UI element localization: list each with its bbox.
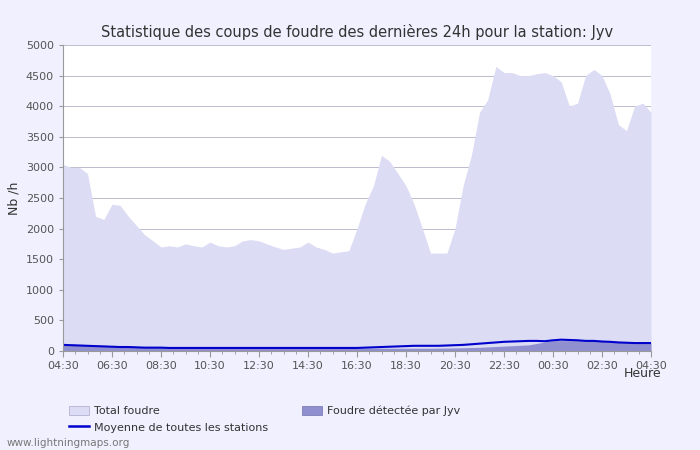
- Y-axis label: Nb /h: Nb /h: [7, 181, 20, 215]
- Text: Heure: Heure: [624, 367, 662, 380]
- Title: Statistique des coups de foudre des dernières 24h pour la station: Jyv: Statistique des coups de foudre des dern…: [101, 24, 613, 40]
- Text: www.lightningmaps.org: www.lightningmaps.org: [7, 438, 130, 448]
- Legend: Total foudre, Moyenne de toutes les stations, Foudre détectée par Jyv: Total foudre, Moyenne de toutes les stat…: [69, 405, 461, 432]
